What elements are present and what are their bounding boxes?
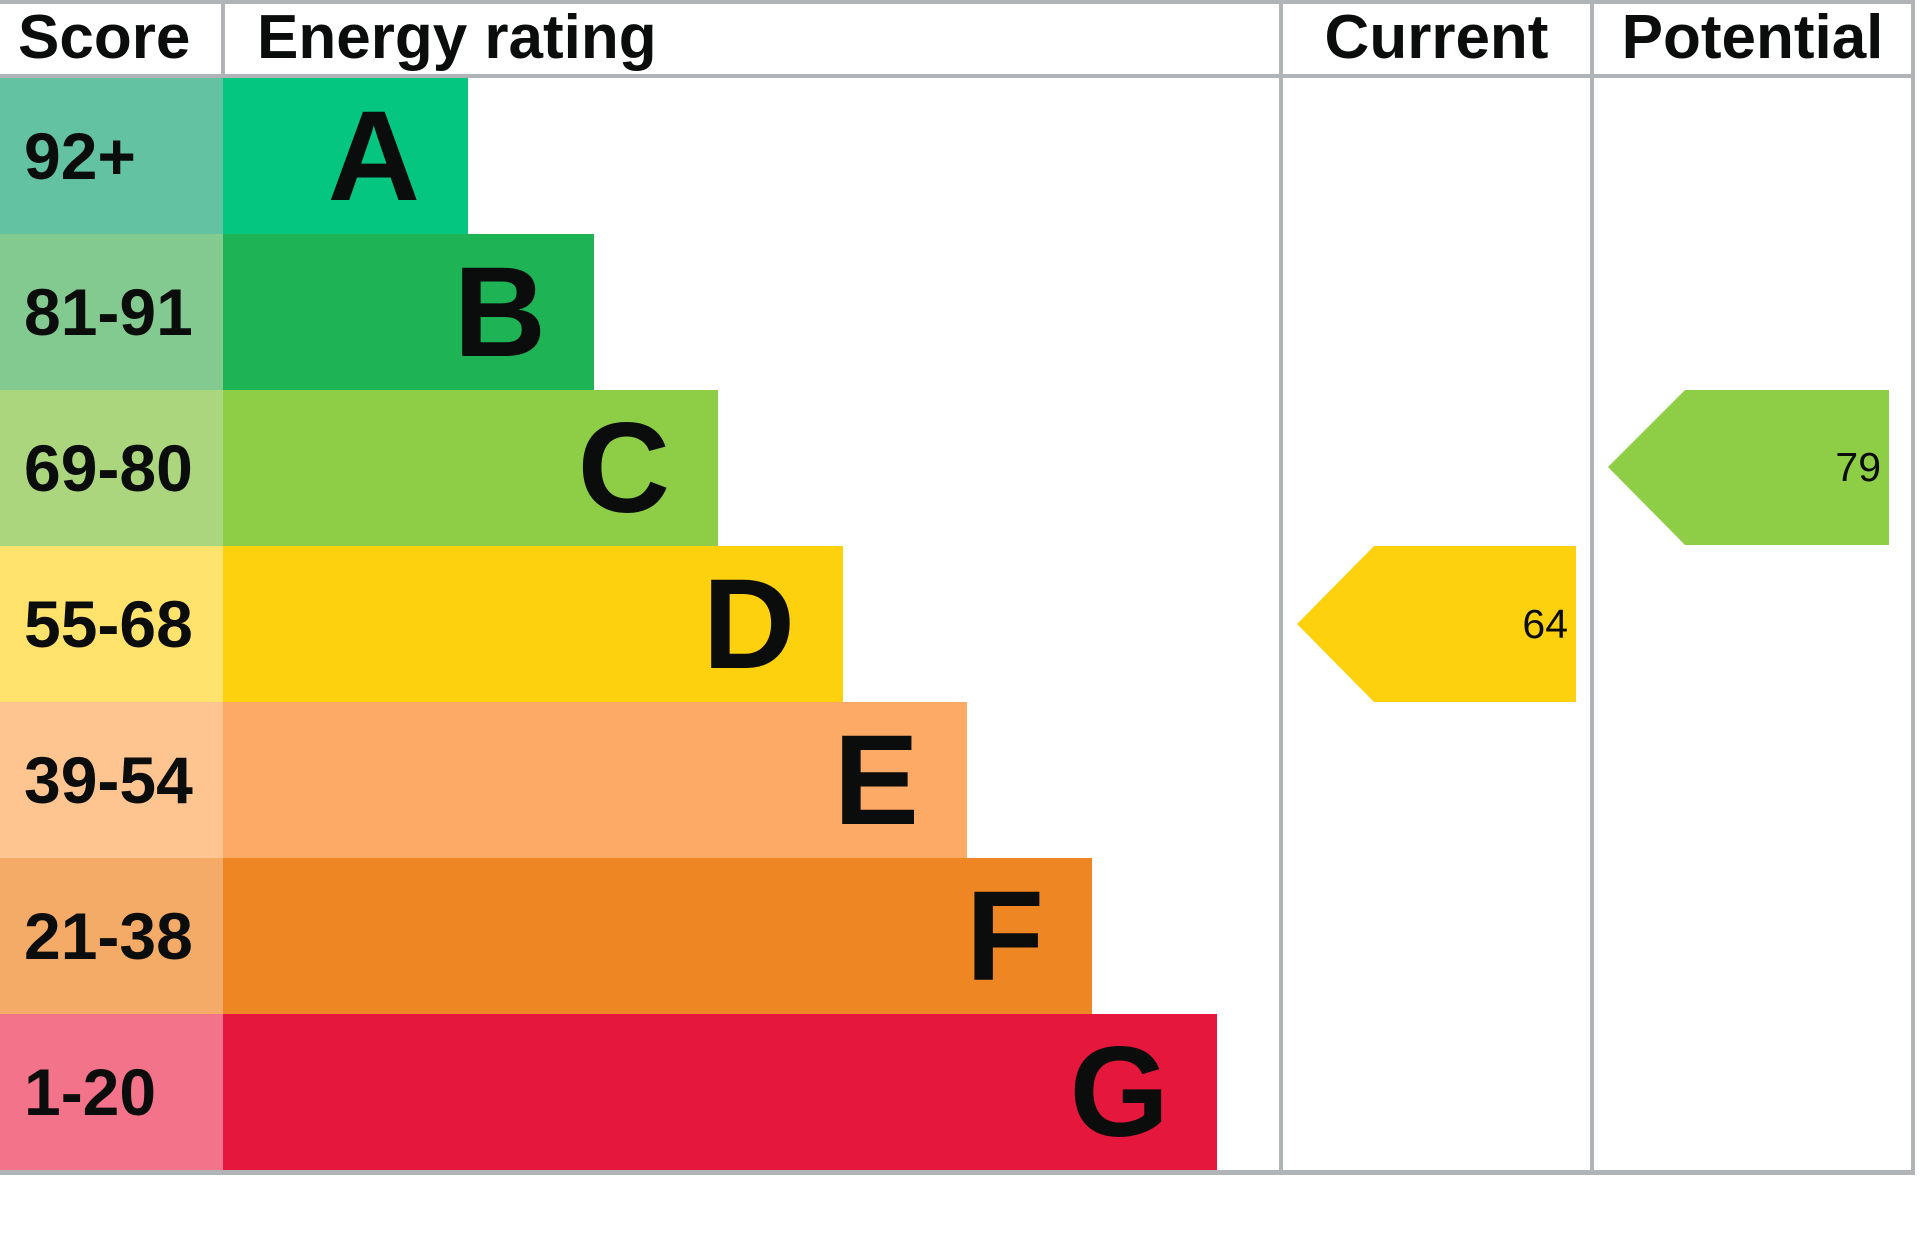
current-rating-value: 64 [1522,600,1568,647]
header-bottom-border [0,74,1915,78]
potential-column-divider [1590,0,1594,1175]
potential-rating-value: 79 [1835,444,1881,490]
table-top-border [0,0,1915,4]
potential-arrow-shape [1608,390,1889,545]
current-arrow-shape [1297,546,1576,702]
energy-rating-column-header: Energy rating [257,2,657,72]
band-f-bar: F [223,858,1092,1014]
current-rating-arrow: 64 [1297,546,1576,702]
band-f-score-cell: 21-38 [0,858,223,1014]
band-e-bar: E [223,702,967,858]
band-d-score-cell: 55-68 [0,546,223,702]
band-d-bar: D [223,546,843,702]
left-arrow-icon [1297,546,1576,702]
band-a-bar: A [223,78,468,234]
band-c-score-cell: 69-80 [0,390,223,546]
band-c-bar: C [223,390,718,546]
band-b-score-cell: 81-91 [0,234,223,390]
current-column-divider [1279,0,1283,1175]
table-right-border [1911,0,1915,1175]
score-column-header: Score [18,2,191,72]
table-bottom-border [0,1170,1915,1175]
potential-column-header: Potential [1621,2,1884,72]
band-b-bar: B [223,234,594,390]
score-column-divider [221,0,225,74]
band-a-score-cell: 92+ [0,78,223,234]
band-e-score-cell: 39-54 [0,702,223,858]
potential-rating-arrow: 79 [1608,390,1889,545]
band-g-score-cell: 1-20 [0,1014,223,1170]
left-arrow-icon [1608,390,1889,545]
band-g-bar: G [223,1014,1217,1170]
current-column-header: Current [1324,2,1549,72]
